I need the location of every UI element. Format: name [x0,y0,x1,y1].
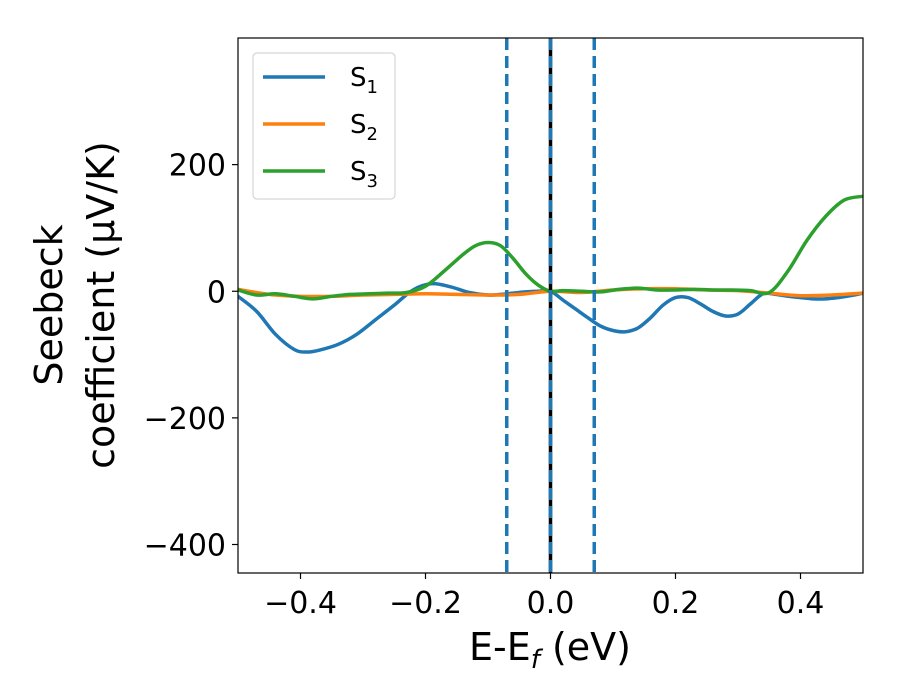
y-axis-label-line1: Seebeck [27,224,71,385]
legend-label-s2: S2 [350,110,378,145]
y-axis-label-line2: coefficient (μV/K) [79,141,123,469]
x-tick-label: 0.4 [777,586,825,621]
legend: S1 S2 S3 [252,52,396,200]
x-tick-label: 0.2 [652,586,700,621]
legend-frame [252,52,396,200]
legend-label-s3: S3 [350,157,378,192]
y-tick-label: −200 [144,402,226,437]
y-tick-label: 0 [207,275,226,310]
x-tick-label: −0.4 [264,586,337,621]
x-tick-label: 0.0 [527,586,575,621]
y-tick-label: −400 [144,529,226,564]
series-line-s3 [238,194,863,301]
x-axis-label: E-Ef (eV) [469,625,631,675]
legend-label-s1: S1 [350,63,378,98]
y-tick-label: 200 [169,149,226,184]
y-axis-label: Seebeck coefficient (μV/K) [27,141,123,469]
x-tick-label: −0.2 [389,586,462,621]
